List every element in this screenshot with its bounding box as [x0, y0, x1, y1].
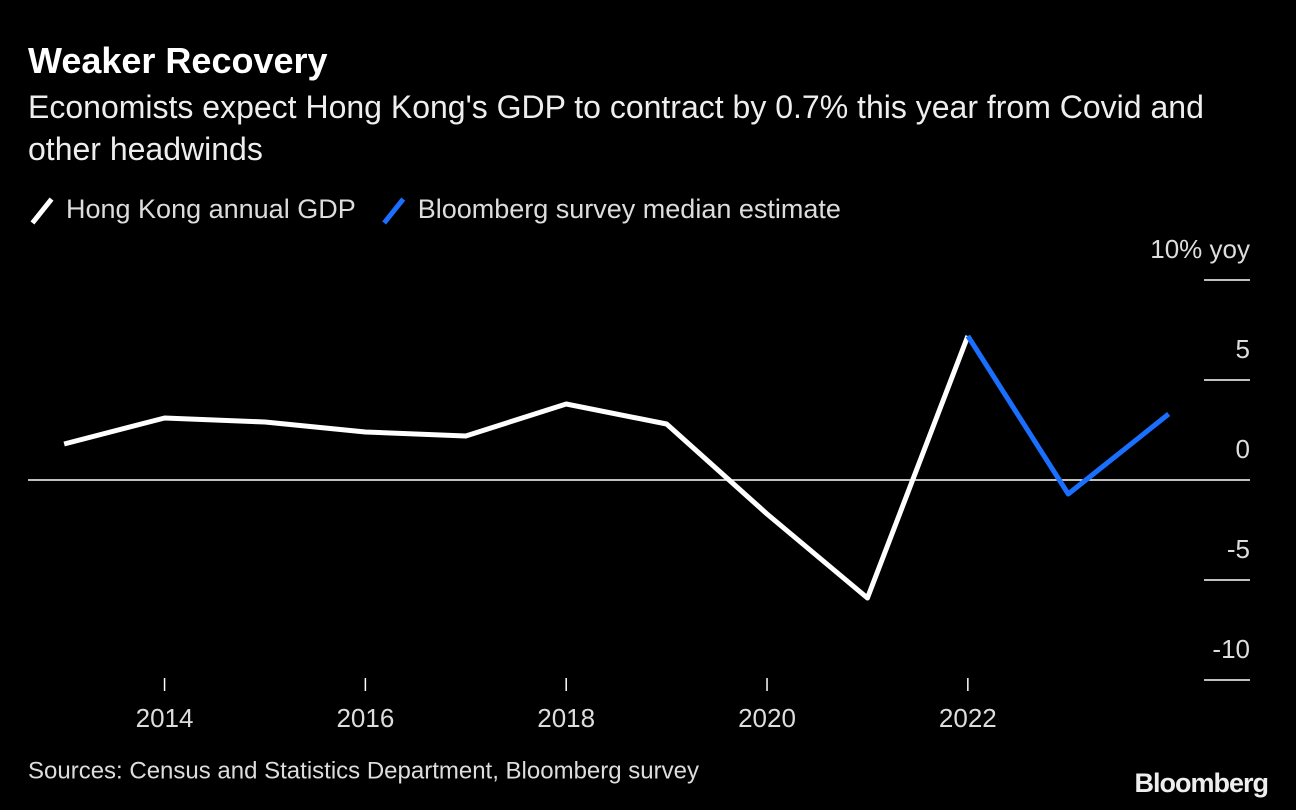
x-tick-label: 2018 [537, 703, 595, 733]
chart-subtitle: Economists expect Hong Kong's GDP to con… [28, 89, 1204, 167]
y-tick-label: -5 [1227, 534, 1250, 564]
x-tick-label: 2020 [738, 703, 796, 733]
legend-label: Hong Kong annual GDP [66, 194, 356, 224]
source: Sources: Census and Statistics Departmen… [28, 757, 699, 784]
brand: Bloomberg [1134, 768, 1268, 798]
x-tick-label: 2014 [136, 703, 194, 733]
y-tick-label: 10% yoy [1150, 234, 1250, 264]
legend-swatch [30, 197, 54, 225]
series-line [965, 334, 1171, 497]
legend-swatch [382, 197, 406, 225]
y-tick-label: 0 [1236, 434, 1250, 464]
legend-label: Bloomberg survey median estimate [418, 194, 841, 224]
y-tick-label: 5 [1236, 334, 1250, 364]
x-tick-label: 2022 [939, 703, 997, 733]
chart-title: Weaker Recovery [28, 40, 328, 81]
x-tick-label: 2016 [336, 703, 394, 733]
y-tick-label: -10 [1212, 634, 1250, 664]
series-line [63, 335, 971, 601]
